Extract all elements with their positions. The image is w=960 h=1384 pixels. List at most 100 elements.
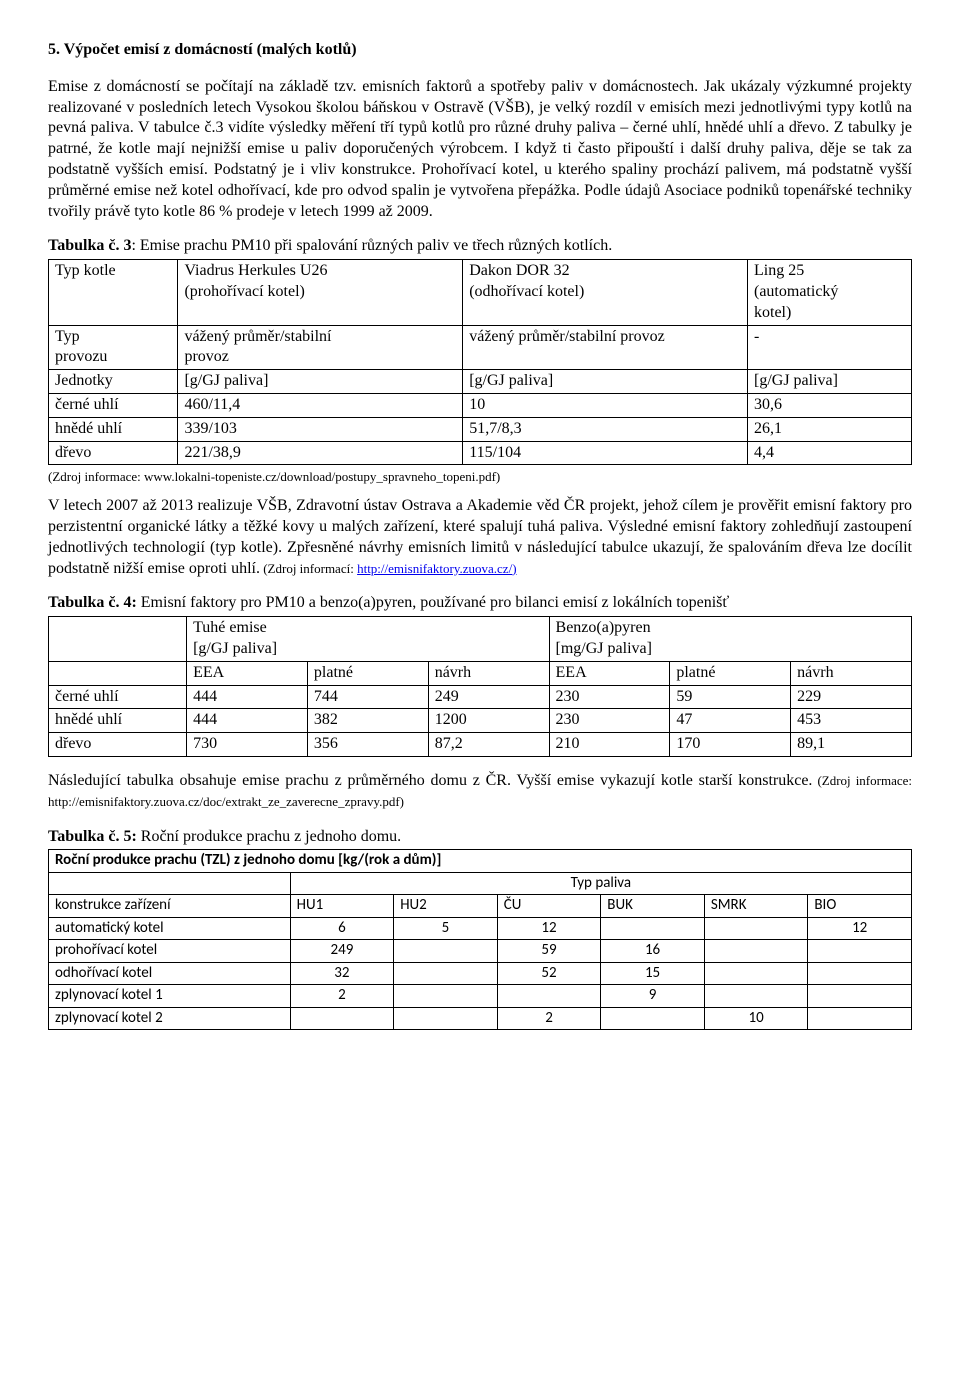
cell: 460/11,4 <box>178 393 463 417</box>
table-row: Roční produkce prachu (TZL) z jednoho do… <box>49 850 912 873</box>
cell: 382 <box>307 709 428 733</box>
cell: 249 <box>428 685 549 709</box>
cell: 744 <box>307 685 428 709</box>
cell: Typ paliva <box>290 872 911 895</box>
table-row: černé uhlí 460/11,4 10 30,6 <box>49 393 912 417</box>
cell <box>394 1007 498 1030</box>
paragraph-intro: Emise z domácností se počítají na základ… <box>48 77 912 223</box>
cell: 2 <box>497 1007 601 1030</box>
cell: 221/38,9 <box>178 441 463 465</box>
cell: SMRK <box>704 895 808 918</box>
caption-rest: Emisní faktory pro PM10 a benzo(a)pyren,… <box>137 594 729 611</box>
cell: 12 <box>497 917 601 940</box>
cell: [g/GJ paliva] <box>748 370 912 394</box>
table-row: dřevo 221/38,9 115/104 4,4 <box>49 441 912 465</box>
text: provoz <box>184 348 228 365</box>
table-row: konstrukce zařízení HU1 HU2 ČU BUK SMRK … <box>49 895 912 918</box>
cell <box>290 1007 394 1030</box>
table4: Tuhé emise [g/GJ paliva] Benzo(a)pyren [… <box>48 616 912 757</box>
cell: platné <box>670 661 791 685</box>
cell <box>497 985 601 1008</box>
cell <box>808 940 912 963</box>
table3-caption: Tabulka č. 3: Emise prachu PM10 při spal… <box>48 236 912 257</box>
cell: prohořívací kotel <box>49 940 291 963</box>
cell <box>808 985 912 1008</box>
text: (automatický <box>754 283 838 300</box>
cell: 12 <box>808 917 912 940</box>
cell: černé uhlí <box>49 685 187 709</box>
cell: 230 <box>549 709 670 733</box>
text: [g/GJ paliva] <box>193 640 277 657</box>
cell: Typ kotle <box>49 260 178 325</box>
table-row: dřevo 730 356 87,2 210 170 89,1 <box>49 733 912 757</box>
table-row: hnědé uhlí 339/103 51,7/8,3 26,1 <box>49 417 912 441</box>
table5: Roční produkce prachu (TZL) z jednoho do… <box>48 849 912 1030</box>
table-row: odhořívací kotel 32 52 15 <box>49 962 912 985</box>
cell: zplynovací kotel 1 <box>49 985 291 1008</box>
cell: 59 <box>497 940 601 963</box>
text: kotel) <box>754 304 791 321</box>
cell <box>601 1007 705 1030</box>
cell <box>704 985 808 1008</box>
cell <box>808 962 912 985</box>
cell: konstrukce zařízení <box>49 895 291 918</box>
cell: 339/103 <box>178 417 463 441</box>
text: Dakon DOR 32 <box>469 262 569 279</box>
text: vážený průměr/stabilní <box>184 328 331 345</box>
text: Tuhé emise <box>193 619 267 636</box>
cell: vážený průměr/stabilní provoz <box>463 325 748 370</box>
cell: 6 <box>290 917 394 940</box>
table3-source: (Zdroj informace: www.lokalni-topeniste.… <box>48 469 912 486</box>
cell: 210 <box>549 733 670 757</box>
cell: 47 <box>670 709 791 733</box>
cell: návrh <box>791 661 912 685</box>
table-row: Typ kotle Viadrus Herkules U26 (prohořív… <box>49 260 912 325</box>
table-row: Typ provozu vážený průměr/stabilní provo… <box>49 325 912 370</box>
cell: 26,1 <box>748 417 912 441</box>
cell <box>49 661 187 685</box>
cell: Jednotky <box>49 370 178 394</box>
table5-title: Roční produkce prachu (TZL) z jednoho do… <box>49 850 912 873</box>
cell: [g/GJ paliva] <box>463 370 748 394</box>
table4-caption: Tabulka č. 4: Emisní faktory pro PM10 a … <box>48 593 912 614</box>
cell: platné <box>307 661 428 685</box>
cell: Dakon DOR 32 (odhořívací kotel) <box>463 260 748 325</box>
cell: BUK <box>601 895 705 918</box>
cell: [g/GJ paliva] <box>178 370 463 394</box>
table-row: Tuhé emise [g/GJ paliva] Benzo(a)pyren [… <box>49 617 912 662</box>
cell: HU2 <box>394 895 498 918</box>
text: Viadrus Herkules U26 <box>184 262 327 279</box>
table-row: Jednotky [g/GJ paliva] [g/GJ paliva] [g/… <box>49 370 912 394</box>
cell: Benzo(a)pyren [mg/GJ paliva] <box>549 617 911 662</box>
source-link[interactable]: http://emisnifaktory.zuova.cz/) <box>357 561 516 576</box>
caption-rest: Roční produkce prachu z jednoho domu. <box>137 828 401 845</box>
table-row: černé uhlí 444 744 249 230 59 229 <box>49 685 912 709</box>
cell <box>601 917 705 940</box>
cell <box>394 985 498 1008</box>
caption-label: Tabulka č. 4: <box>48 594 137 611</box>
cell: 87,2 <box>428 733 549 757</box>
cell: odhořívací kotel <box>49 962 291 985</box>
cell: BIO <box>808 895 912 918</box>
text: (Zdroj informací: <box>260 561 357 576</box>
cell: automatický kotel <box>49 917 291 940</box>
paragraph-2: V letech 2007 až 2013 realizuje VŠB, Zdr… <box>48 496 912 579</box>
cell: Ling 25 (automatický kotel) <box>748 260 912 325</box>
cell: 15 <box>601 962 705 985</box>
table-row: Typ paliva <box>49 872 912 895</box>
cell <box>49 872 291 895</box>
cell: 2 <box>290 985 394 1008</box>
cell: hnědé uhlí <box>49 417 178 441</box>
cell: vážený průměr/stabilní provoz <box>178 325 463 370</box>
cell <box>394 962 498 985</box>
cell: 1200 <box>428 709 549 733</box>
cell: 230 <box>549 685 670 709</box>
cell: Typ provozu <box>49 325 178 370</box>
cell: 730 <box>187 733 308 757</box>
cell: ČU <box>497 895 601 918</box>
cell <box>394 940 498 963</box>
section-heading: 5. Výpočet emisí z domácností (malých ko… <box>48 40 912 61</box>
caption-rest: : Emise prachu PM10 při spalování různýc… <box>131 237 612 254</box>
cell: Tuhé emise [g/GJ paliva] <box>187 617 549 662</box>
cell: EEA <box>549 661 670 685</box>
